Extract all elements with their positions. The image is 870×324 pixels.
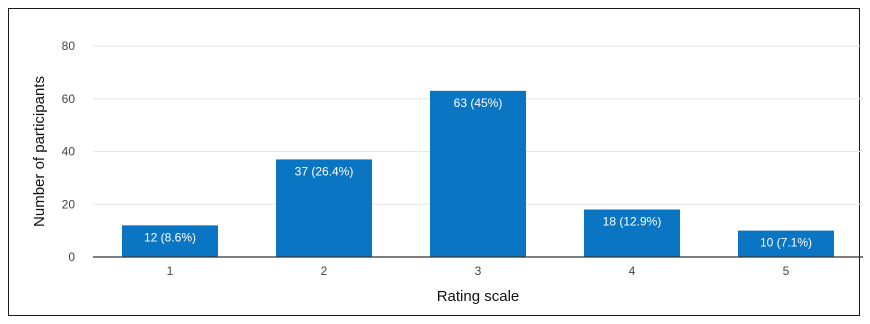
bar-data-label: 18 (12.9%) bbox=[603, 215, 662, 229]
bars: 12 (8.6%) 37 (26.4%) 63 (45%) 18 (12.9%) 10 … bbox=[122, 90, 834, 258]
bar bbox=[122, 225, 218, 257]
y-tick-label: 60 bbox=[62, 92, 76, 106]
x-axis-title: Rating scale bbox=[437, 288, 520, 305]
x-tick-label: 2 bbox=[321, 264, 328, 278]
y-tick-label: 20 bbox=[62, 197, 76, 211]
y-tick-label: 40 bbox=[62, 145, 76, 159]
bar bbox=[738, 230, 834, 257]
x-tick-label: 1 bbox=[167, 264, 174, 278]
bar-data-label: 10 (7.1%) bbox=[760, 236, 812, 250]
y-axis-title: Number of participants bbox=[31, 76, 48, 227]
x-tick-label: 3 bbox=[475, 264, 482, 278]
x-tick-labels: 1 2 3 4 5 bbox=[167, 264, 790, 278]
y-tick-label: 80 bbox=[62, 39, 76, 53]
bar-data-label: 63 (45%) bbox=[454, 96, 503, 110]
bar bbox=[276, 159, 372, 257]
bar-data-label: 12 (8.6%) bbox=[144, 230, 196, 244]
bar bbox=[584, 209, 680, 257]
x-tick-label: 4 bbox=[629, 264, 636, 278]
y-tick-label: 0 bbox=[68, 250, 75, 264]
bar bbox=[430, 90, 526, 258]
bar-data-label: 37 (26.4%) bbox=[295, 164, 354, 178]
x-tick-label: 5 bbox=[783, 264, 790, 278]
y-tick-labels: 0 20 40 60 80 bbox=[62, 39, 76, 264]
